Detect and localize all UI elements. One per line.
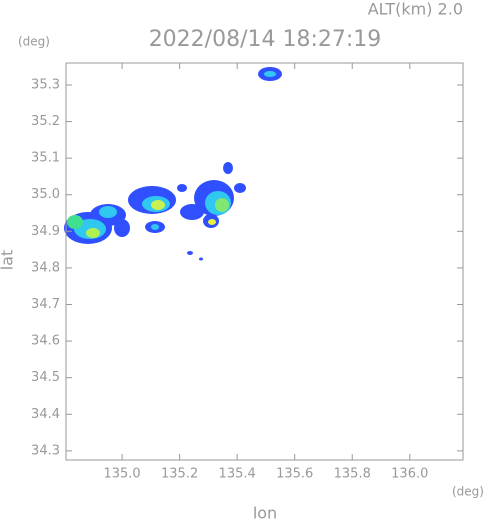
y-tick-label: 35.0 xyxy=(31,187,60,202)
y-tick-label: 34.9 xyxy=(31,224,60,239)
y-unit: (deg) xyxy=(18,35,50,49)
x-tick-label: 135.0 xyxy=(103,467,140,482)
y-tick-label: 34.4 xyxy=(31,407,60,422)
y-tick-label: 34.5 xyxy=(31,370,60,385)
y-tick-label: 35.1 xyxy=(31,151,60,166)
y-tick-label: 34.3 xyxy=(31,443,60,458)
y-axis-label: lat xyxy=(0,250,17,271)
altitude-label: ALT(km) 2.0 xyxy=(368,0,463,19)
radar-echo xyxy=(64,67,282,261)
chart-title: 2022/08/14 18:27:19 xyxy=(149,27,382,52)
y-tick-label: 34.6 xyxy=(31,334,60,349)
y-tick-label: 34.7 xyxy=(31,297,60,312)
y-tick-label: 34.8 xyxy=(31,260,60,275)
x-axis-label: lon xyxy=(253,504,277,521)
x-tick-label: 135.8 xyxy=(334,467,371,482)
x-tick-label: 135.6 xyxy=(276,467,313,482)
x-unit: (deg) xyxy=(452,485,484,499)
x-tick-label: 135.4 xyxy=(219,467,256,482)
x-tick-label: 135.2 xyxy=(161,467,198,482)
x-tick-label: 136.0 xyxy=(391,467,428,482)
y-tick-label: 35.2 xyxy=(31,114,60,129)
y-tick-label: 35.3 xyxy=(31,77,60,92)
plot-frame xyxy=(65,62,464,461)
